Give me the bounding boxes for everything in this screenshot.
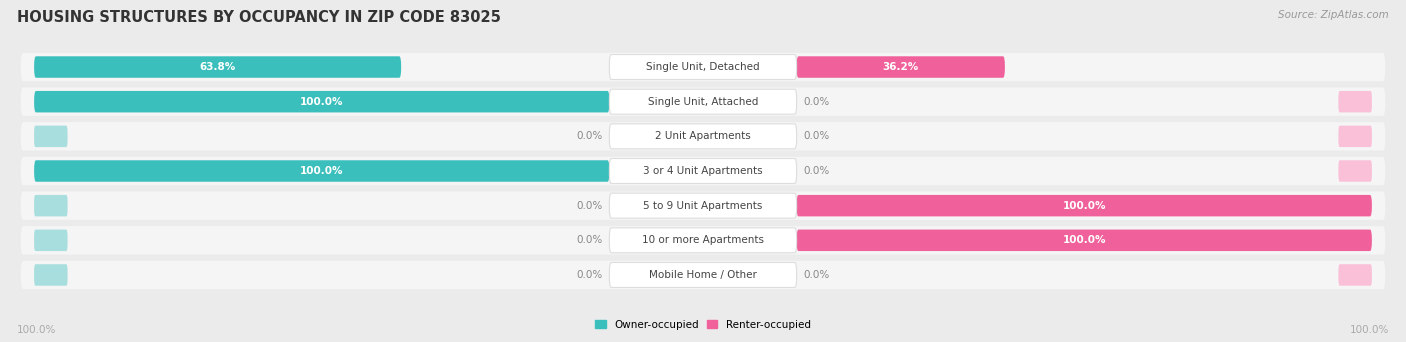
FancyBboxPatch shape [1339, 160, 1372, 182]
FancyBboxPatch shape [609, 193, 797, 218]
Text: Single Unit, Detached: Single Unit, Detached [647, 62, 759, 72]
Text: 5 to 9 Unit Apartments: 5 to 9 Unit Apartments [644, 201, 762, 211]
Text: 2 Unit Apartments: 2 Unit Apartments [655, 131, 751, 141]
Text: 63.8%: 63.8% [200, 62, 236, 72]
Text: 36.2%: 36.2% [883, 62, 920, 72]
FancyBboxPatch shape [34, 264, 67, 286]
FancyBboxPatch shape [21, 157, 1385, 185]
FancyBboxPatch shape [34, 126, 67, 147]
FancyBboxPatch shape [1339, 126, 1372, 147]
Text: 100.0%: 100.0% [299, 166, 343, 176]
Text: 0.0%: 0.0% [803, 97, 830, 107]
Text: HOUSING STRUCTURES BY OCCUPANCY IN ZIP CODE 83025: HOUSING STRUCTURES BY OCCUPANCY IN ZIP C… [17, 10, 501, 25]
Text: 100.0%: 100.0% [1350, 325, 1389, 335]
FancyBboxPatch shape [609, 89, 797, 114]
Text: Mobile Home / Other: Mobile Home / Other [650, 270, 756, 280]
FancyBboxPatch shape [609, 228, 797, 253]
Text: Single Unit, Attached: Single Unit, Attached [648, 97, 758, 107]
Text: 100.0%: 100.0% [299, 97, 343, 107]
FancyBboxPatch shape [21, 53, 1385, 81]
FancyBboxPatch shape [21, 88, 1385, 116]
FancyBboxPatch shape [21, 226, 1385, 254]
Text: 0.0%: 0.0% [803, 166, 830, 176]
Text: 3 or 4 Unit Apartments: 3 or 4 Unit Apartments [643, 166, 763, 176]
Text: 0.0%: 0.0% [576, 131, 603, 141]
FancyBboxPatch shape [797, 195, 1372, 216]
FancyBboxPatch shape [34, 91, 609, 113]
FancyBboxPatch shape [34, 229, 67, 251]
Text: 0.0%: 0.0% [803, 270, 830, 280]
FancyBboxPatch shape [609, 55, 797, 79]
FancyBboxPatch shape [21, 122, 1385, 150]
Text: 0.0%: 0.0% [576, 201, 603, 211]
FancyBboxPatch shape [21, 261, 1385, 289]
Text: 0.0%: 0.0% [803, 131, 830, 141]
Text: Source: ZipAtlas.com: Source: ZipAtlas.com [1278, 10, 1389, 20]
FancyBboxPatch shape [21, 192, 1385, 220]
Legend: Owner-occupied, Renter-occupied: Owner-occupied, Renter-occupied [595, 319, 811, 330]
FancyBboxPatch shape [34, 160, 609, 182]
FancyBboxPatch shape [609, 263, 797, 287]
FancyBboxPatch shape [797, 229, 1372, 251]
FancyBboxPatch shape [34, 195, 67, 216]
FancyBboxPatch shape [1339, 264, 1372, 286]
Text: 100.0%: 100.0% [1063, 201, 1107, 211]
Text: 0.0%: 0.0% [576, 235, 603, 245]
FancyBboxPatch shape [34, 56, 401, 78]
FancyBboxPatch shape [797, 56, 1005, 78]
FancyBboxPatch shape [1339, 91, 1372, 113]
FancyBboxPatch shape [609, 124, 797, 149]
Text: 100.0%: 100.0% [1063, 235, 1107, 245]
FancyBboxPatch shape [609, 159, 797, 183]
Text: 100.0%: 100.0% [17, 325, 56, 335]
Text: 10 or more Apartments: 10 or more Apartments [643, 235, 763, 245]
Text: 0.0%: 0.0% [576, 270, 603, 280]
